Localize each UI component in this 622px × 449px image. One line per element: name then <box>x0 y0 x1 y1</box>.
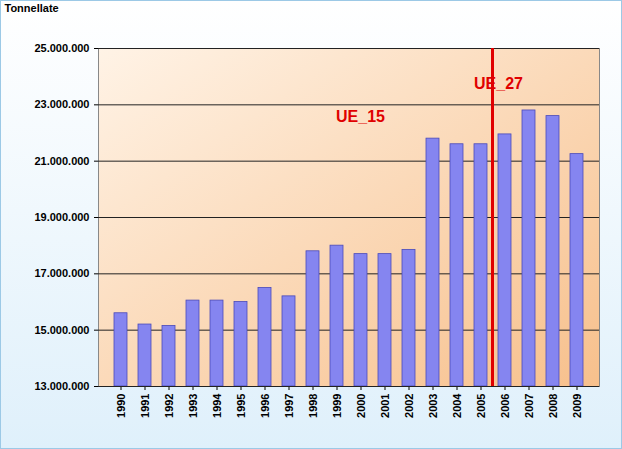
svg-text:1999: 1999 <box>331 394 343 418</box>
svg-text:Tonnellate: Tonnellate <box>5 2 59 14</box>
svg-text:15.000.000: 15.000.000 <box>34 324 89 336</box>
svg-text:2005: 2005 <box>475 394 487 418</box>
svg-text:1995: 1995 <box>235 394 247 418</box>
svg-text:1994: 1994 <box>211 393 223 418</box>
svg-text:13.000.000: 13.000.000 <box>34 380 89 392</box>
svg-text:19.000.000: 19.000.000 <box>34 211 89 223</box>
svg-text:2000: 2000 <box>355 394 367 418</box>
svg-text:1996: 1996 <box>259 394 271 418</box>
svg-text:UE_15: UE_15 <box>336 108 385 125</box>
svg-text:2004: 2004 <box>451 393 463 418</box>
svg-text:2003: 2003 <box>427 394 439 418</box>
svg-text:2001: 2001 <box>379 394 391 418</box>
svg-text:1997: 1997 <box>283 394 295 418</box>
svg-text:2002: 2002 <box>403 394 415 418</box>
svg-text:2006: 2006 <box>499 394 511 418</box>
svg-text:23.000.000: 23.000.000 <box>34 98 89 110</box>
svg-text:UE_27: UE_27 <box>474 75 523 92</box>
svg-text:21.000.000: 21.000.000 <box>34 155 89 167</box>
svg-text:1992: 1992 <box>163 394 175 418</box>
svg-text:2007: 2007 <box>523 394 535 418</box>
svg-text:17.000.000: 17.000.000 <box>34 267 89 279</box>
svg-text:25.000.000: 25.000.000 <box>34 42 89 54</box>
svg-text:2009: 2009 <box>571 394 583 418</box>
svg-text:2008: 2008 <box>547 394 559 418</box>
svg-text:1990: 1990 <box>115 394 127 418</box>
svg-text:1993: 1993 <box>187 394 199 418</box>
svg-text:1998: 1998 <box>307 394 319 418</box>
svg-text:1991: 1991 <box>139 394 151 418</box>
